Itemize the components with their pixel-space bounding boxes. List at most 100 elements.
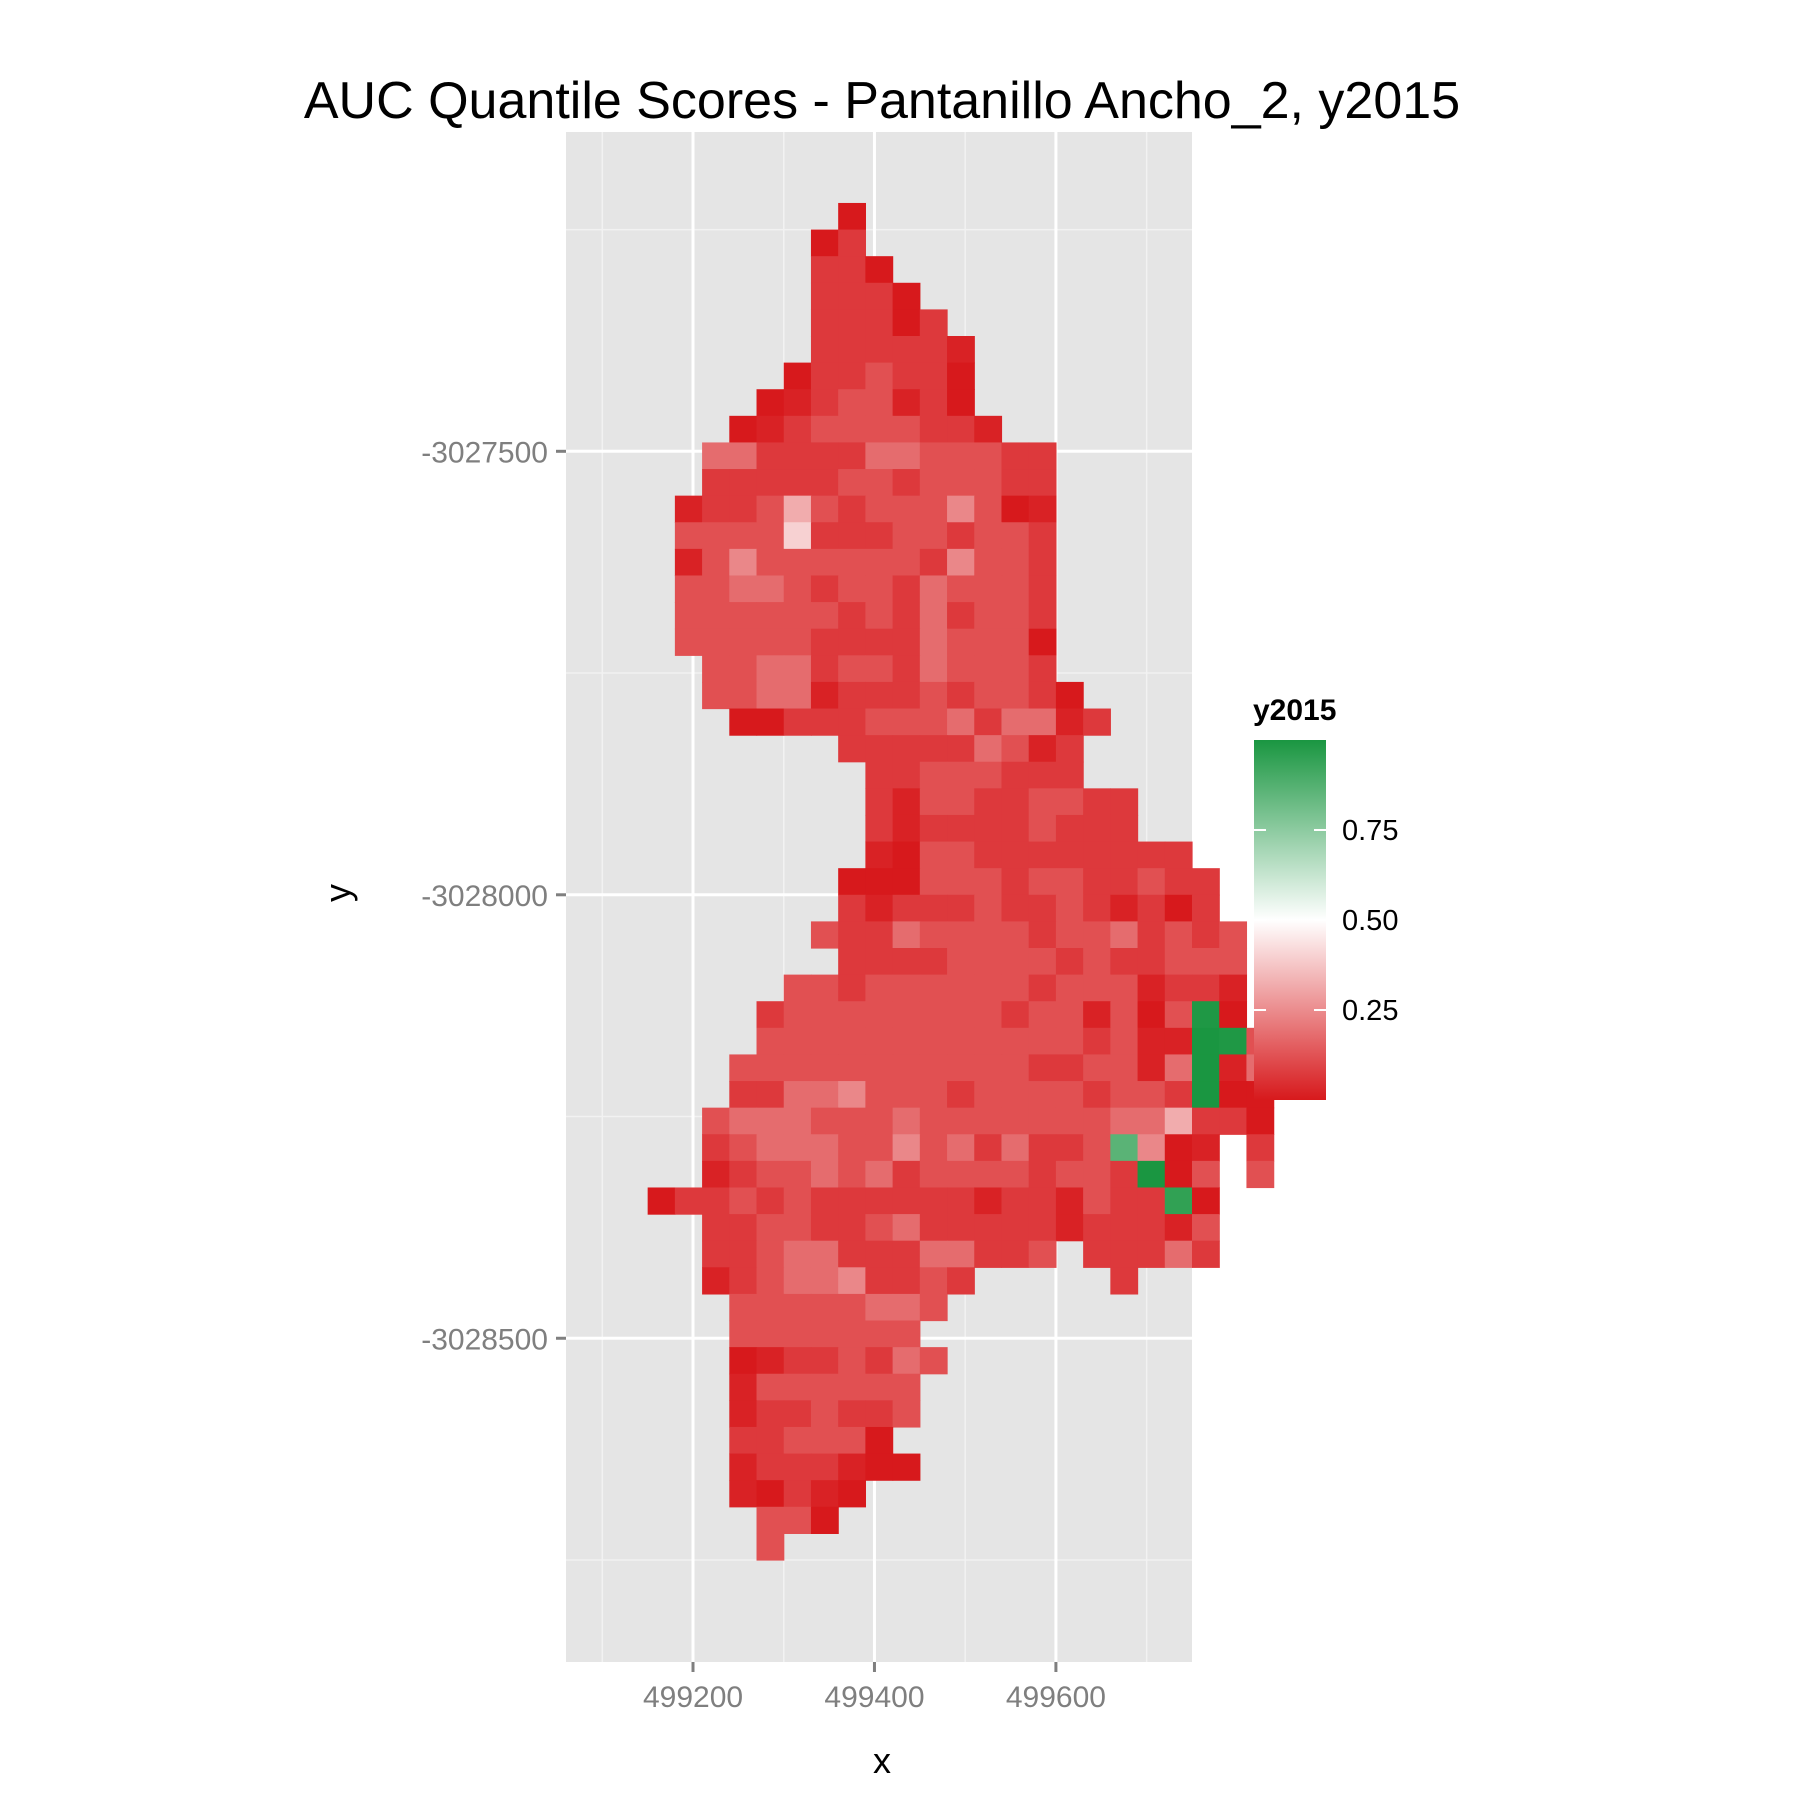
heatmap-cell — [1083, 815, 1111, 842]
heatmap-cell — [1219, 1028, 1247, 1055]
heatmap-cell — [784, 1480, 812, 1507]
heatmap-cell — [893, 469, 921, 496]
heatmap-cell — [811, 1214, 839, 1241]
heatmap-cell — [838, 868, 866, 895]
heatmap-cell — [920, 921, 948, 948]
heatmap-cell — [865, 921, 893, 948]
heatmap-cell — [1001, 788, 1029, 815]
heatmap-cell — [757, 1028, 785, 1055]
heatmap-cell — [947, 496, 975, 523]
heatmap-cell — [838, 1187, 866, 1214]
heatmap-cell — [947, 762, 975, 789]
heatmap-cell — [1138, 895, 1166, 922]
heatmap-cell — [838, 469, 866, 496]
heatmap-cell — [1001, 1108, 1029, 1135]
heatmap-cell — [865, 975, 893, 1002]
heatmap-cell — [1001, 496, 1029, 523]
heatmap-cell — [974, 895, 1002, 922]
heatmap-cell — [865, 522, 893, 549]
heatmap-cell — [893, 921, 921, 948]
heatmap-cell — [1110, 1028, 1138, 1055]
heatmap-cell — [838, 389, 866, 416]
heatmap-cell — [1083, 868, 1111, 895]
heatmap-cell — [893, 1028, 921, 1055]
heatmap-cell — [675, 575, 703, 602]
heatmap-cell — [757, 496, 785, 523]
heatmap-cell — [1083, 1001, 1111, 1028]
heatmap-cell — [865, 1081, 893, 1108]
heatmap-cell — [811, 309, 839, 336]
heatmap-cell — [1001, 1161, 1029, 1188]
heatmap-cell — [1192, 1108, 1220, 1135]
heatmap-cell — [1029, 1187, 1057, 1214]
heatmap-cell — [974, 629, 1002, 656]
heatmap-cell — [757, 1321, 785, 1348]
heatmap-cell — [920, 602, 948, 629]
heatmap-cell — [838, 655, 866, 682]
heatmap-cell — [920, 1028, 948, 1055]
heatmap-cell — [811, 363, 839, 390]
heatmap-cell — [702, 522, 730, 549]
heatmap-cell — [893, 1161, 921, 1188]
heatmap-cell — [893, 762, 921, 789]
heatmap-cell — [947, 815, 975, 842]
heatmap-cell — [920, 336, 948, 363]
heatmap-cell — [729, 496, 757, 523]
heatmap-cell — [947, 709, 975, 736]
heatmap-cell — [757, 1533, 785, 1560]
heatmap-cell — [1165, 921, 1193, 948]
heatmap-cell — [893, 655, 921, 682]
heatmap-cell — [1165, 895, 1193, 922]
heatmap-cell — [947, 416, 975, 443]
heatmap-cell — [947, 442, 975, 469]
heatmap-cell — [838, 1161, 866, 1188]
heatmap-cell — [811, 602, 839, 629]
heatmap-cell — [893, 1001, 921, 1028]
heatmap-cell — [1001, 602, 1029, 629]
heatmap-cell — [757, 1081, 785, 1108]
heatmap-cell — [784, 1267, 812, 1294]
legend-tick-label: 0.50 — [1342, 905, 1398, 937]
heatmap-cell — [838, 975, 866, 1002]
heatmap-cell — [865, 1001, 893, 1028]
heatmap-cell — [865, 442, 893, 469]
heatmap-cell — [702, 1161, 730, 1188]
heatmap-cell — [784, 549, 812, 576]
heatmap-cell — [757, 1427, 785, 1454]
heatmap-cell — [974, 1108, 1002, 1135]
heatmap-cell — [757, 1134, 785, 1161]
heatmap-cell — [974, 975, 1002, 1002]
heatmap-cell — [920, 975, 948, 1002]
heatmap-cell — [1029, 1241, 1057, 1268]
heatmap-cell — [838, 442, 866, 469]
heatmap-cell — [947, 1081, 975, 1108]
heatmap-cell — [1029, 1001, 1057, 1028]
heatmap-cell — [757, 1214, 785, 1241]
heatmap-cell — [838, 549, 866, 576]
heatmap-cell — [1029, 895, 1057, 922]
heatmap-cell — [1083, 895, 1111, 922]
heatmap-cell — [811, 921, 839, 948]
heatmap-cell — [784, 1108, 812, 1135]
heatmap-cell — [1056, 948, 1084, 975]
heatmap-cell — [1029, 1108, 1057, 1135]
heatmap-cell — [947, 655, 975, 682]
y-tick-label: -3027500 — [421, 436, 548, 469]
heatmap-cell — [1029, 735, 1057, 762]
heatmap-cell — [1056, 1214, 1084, 1241]
heatmap-cell — [1138, 1214, 1166, 1241]
heatmap-cell — [865, 895, 893, 922]
heatmap-cell — [1165, 948, 1193, 975]
heatmap-cell — [974, 868, 1002, 895]
heatmap-cell — [920, 363, 948, 390]
heatmap-cell — [974, 416, 1002, 443]
heatmap-cell — [811, 1321, 839, 1348]
heatmap-cell — [1165, 868, 1193, 895]
heatmap-cell — [784, 682, 812, 709]
heatmap-cell — [675, 549, 703, 576]
heatmap-cell — [1001, 815, 1029, 842]
heatmap-cell — [1001, 895, 1029, 922]
heatmap-cell — [974, 842, 1002, 869]
heatmap-cell — [729, 1241, 757, 1268]
heatmap-cell — [811, 336, 839, 363]
